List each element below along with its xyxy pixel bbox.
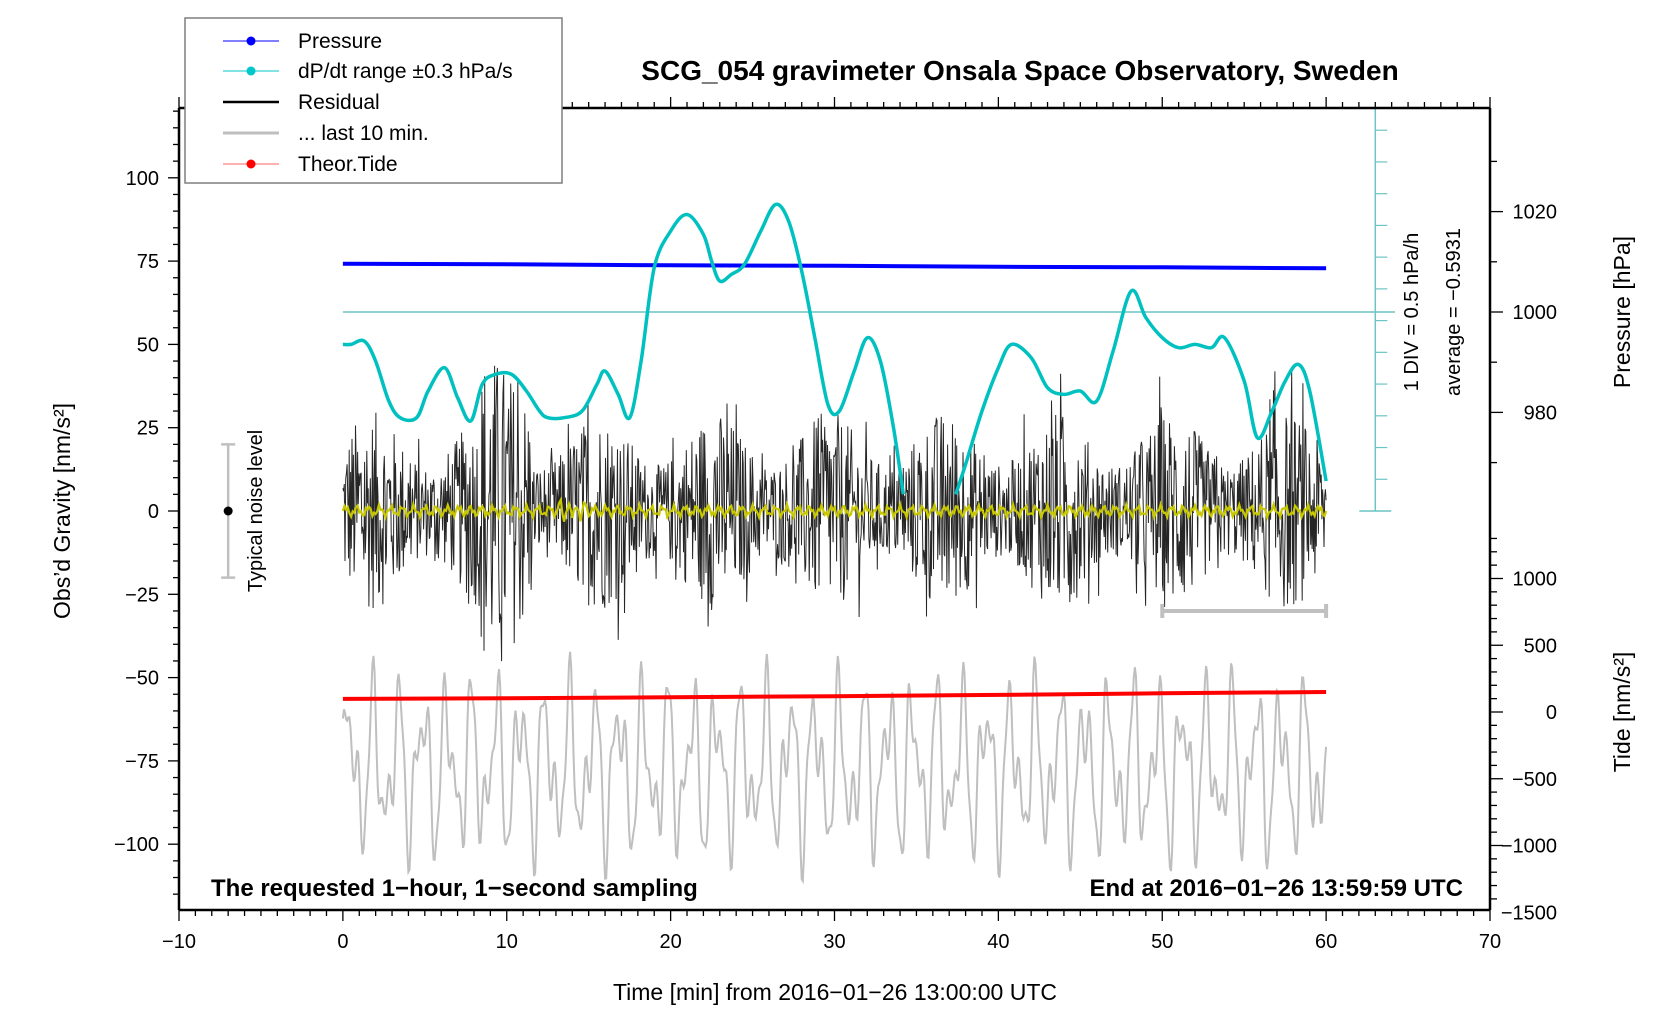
x-tick-label: 10 xyxy=(496,931,518,953)
y-left-tick-label: 100 xyxy=(126,168,159,190)
x-axis-title: Time [min] from 2016−01−26 13:00:00 UTC xyxy=(613,979,1057,1005)
x-tick-label: 50 xyxy=(1151,931,1173,953)
series-residual xyxy=(342,365,1327,662)
annotation-end-time: End at 2016−01−26 13:59:59 UTC xyxy=(1089,875,1463,902)
series-layer xyxy=(221,108,1395,885)
x-tick-label: −10 xyxy=(162,931,196,953)
y-left-tick-label: −50 xyxy=(125,668,159,690)
legend-marker-dpdt xyxy=(246,66,256,76)
y-axis-title-left: Obs’d Gravity [nm/s²] xyxy=(49,403,75,619)
x-tick-label: 0 xyxy=(337,931,348,953)
series-theor-tide xyxy=(342,690,1327,701)
y-tide-tick-label: 500 xyxy=(1524,635,1557,657)
legend-label-pressure: Pressure xyxy=(298,30,382,53)
y-pressure-tick-label: 980 xyxy=(1524,402,1557,424)
legend-entry-last10: ... last 10 min. xyxy=(223,122,429,145)
y-tide-tick-label: 0 xyxy=(1546,702,1557,724)
x-tick-label: 40 xyxy=(987,931,1009,953)
x-tick-label: 20 xyxy=(660,931,682,953)
y-left-tick-label: 75 xyxy=(137,251,159,273)
y-pressure-tick-label: 1020 xyxy=(1513,202,1558,224)
legend-label-dpdt: dP/dt range ±0.3 hPa/s xyxy=(298,60,513,83)
y-tide-tick-label: −1500 xyxy=(1501,902,1557,924)
y-left-tick-label: 25 xyxy=(137,418,159,440)
y-axis-title-pressure: Pressure [hPa] xyxy=(1609,236,1635,388)
noise-level-label: Typical noise level xyxy=(245,430,267,592)
div-label: 1 DIV = 0.5 hPa/h xyxy=(1401,233,1423,391)
legend-label-residual: Residual xyxy=(298,91,380,114)
y-tide-tick-label: −500 xyxy=(1512,769,1557,791)
legend-entry-dpdt: dP/dt range ±0.3 hPa/s xyxy=(223,60,513,83)
y-left-tick-label: −75 xyxy=(125,751,159,773)
y-left-tick-label: −25 xyxy=(125,584,159,606)
chart-title: SCG_054 gravimeter Onsala Space Observat… xyxy=(641,55,1398,86)
series-last-10-min xyxy=(341,651,1328,885)
legend-entry-tide: Theor.Tide xyxy=(223,153,398,176)
legend-marker-pressure xyxy=(246,36,256,46)
legend-marker-tide xyxy=(246,159,256,169)
noise-level-center-dot xyxy=(223,506,233,516)
legend-box xyxy=(184,17,563,184)
legend-label-tide: Theor.Tide xyxy=(298,153,398,176)
y-left-tick-label: 50 xyxy=(137,334,159,356)
series-residual-smoothed xyxy=(341,496,1328,522)
series-dpdt-continued xyxy=(954,288,1328,495)
series-pressure xyxy=(342,261,1327,271)
y-pressure-tick-label: 1000 xyxy=(1513,302,1558,324)
average-label: average = −0.5931 xyxy=(1443,228,1465,396)
axes-layer: −10 0 10 20 30 40 50 60 701007550250−25−50−75−10… xyxy=(114,97,1557,953)
annotation-sampling: The requested 1−hour, 1−second sampling xyxy=(211,875,698,902)
legend-entry-pressure: Pressure xyxy=(223,30,382,53)
y-left-tick-label: −100 xyxy=(114,834,159,856)
x-tick-label: 70 xyxy=(1479,931,1501,953)
x-tick-label: 60 xyxy=(1315,931,1337,953)
legend-entry-residual: Residual xyxy=(223,91,380,114)
y-tide-tick-label: 1000 xyxy=(1513,569,1558,591)
legend-label-last10: ... last 10 min. xyxy=(298,122,429,145)
series-dpdt xyxy=(342,202,906,495)
legend: Pressure dP/dt range ±0.3 hPa/s Residual… xyxy=(184,17,563,184)
y-axis-title-tide: Tide [nm/s²] xyxy=(1609,652,1635,773)
y-tide-tick-label: −1000 xyxy=(1501,836,1557,858)
y-left-tick-label: 0 xyxy=(148,501,159,523)
x-tick-label: 30 xyxy=(823,931,845,953)
